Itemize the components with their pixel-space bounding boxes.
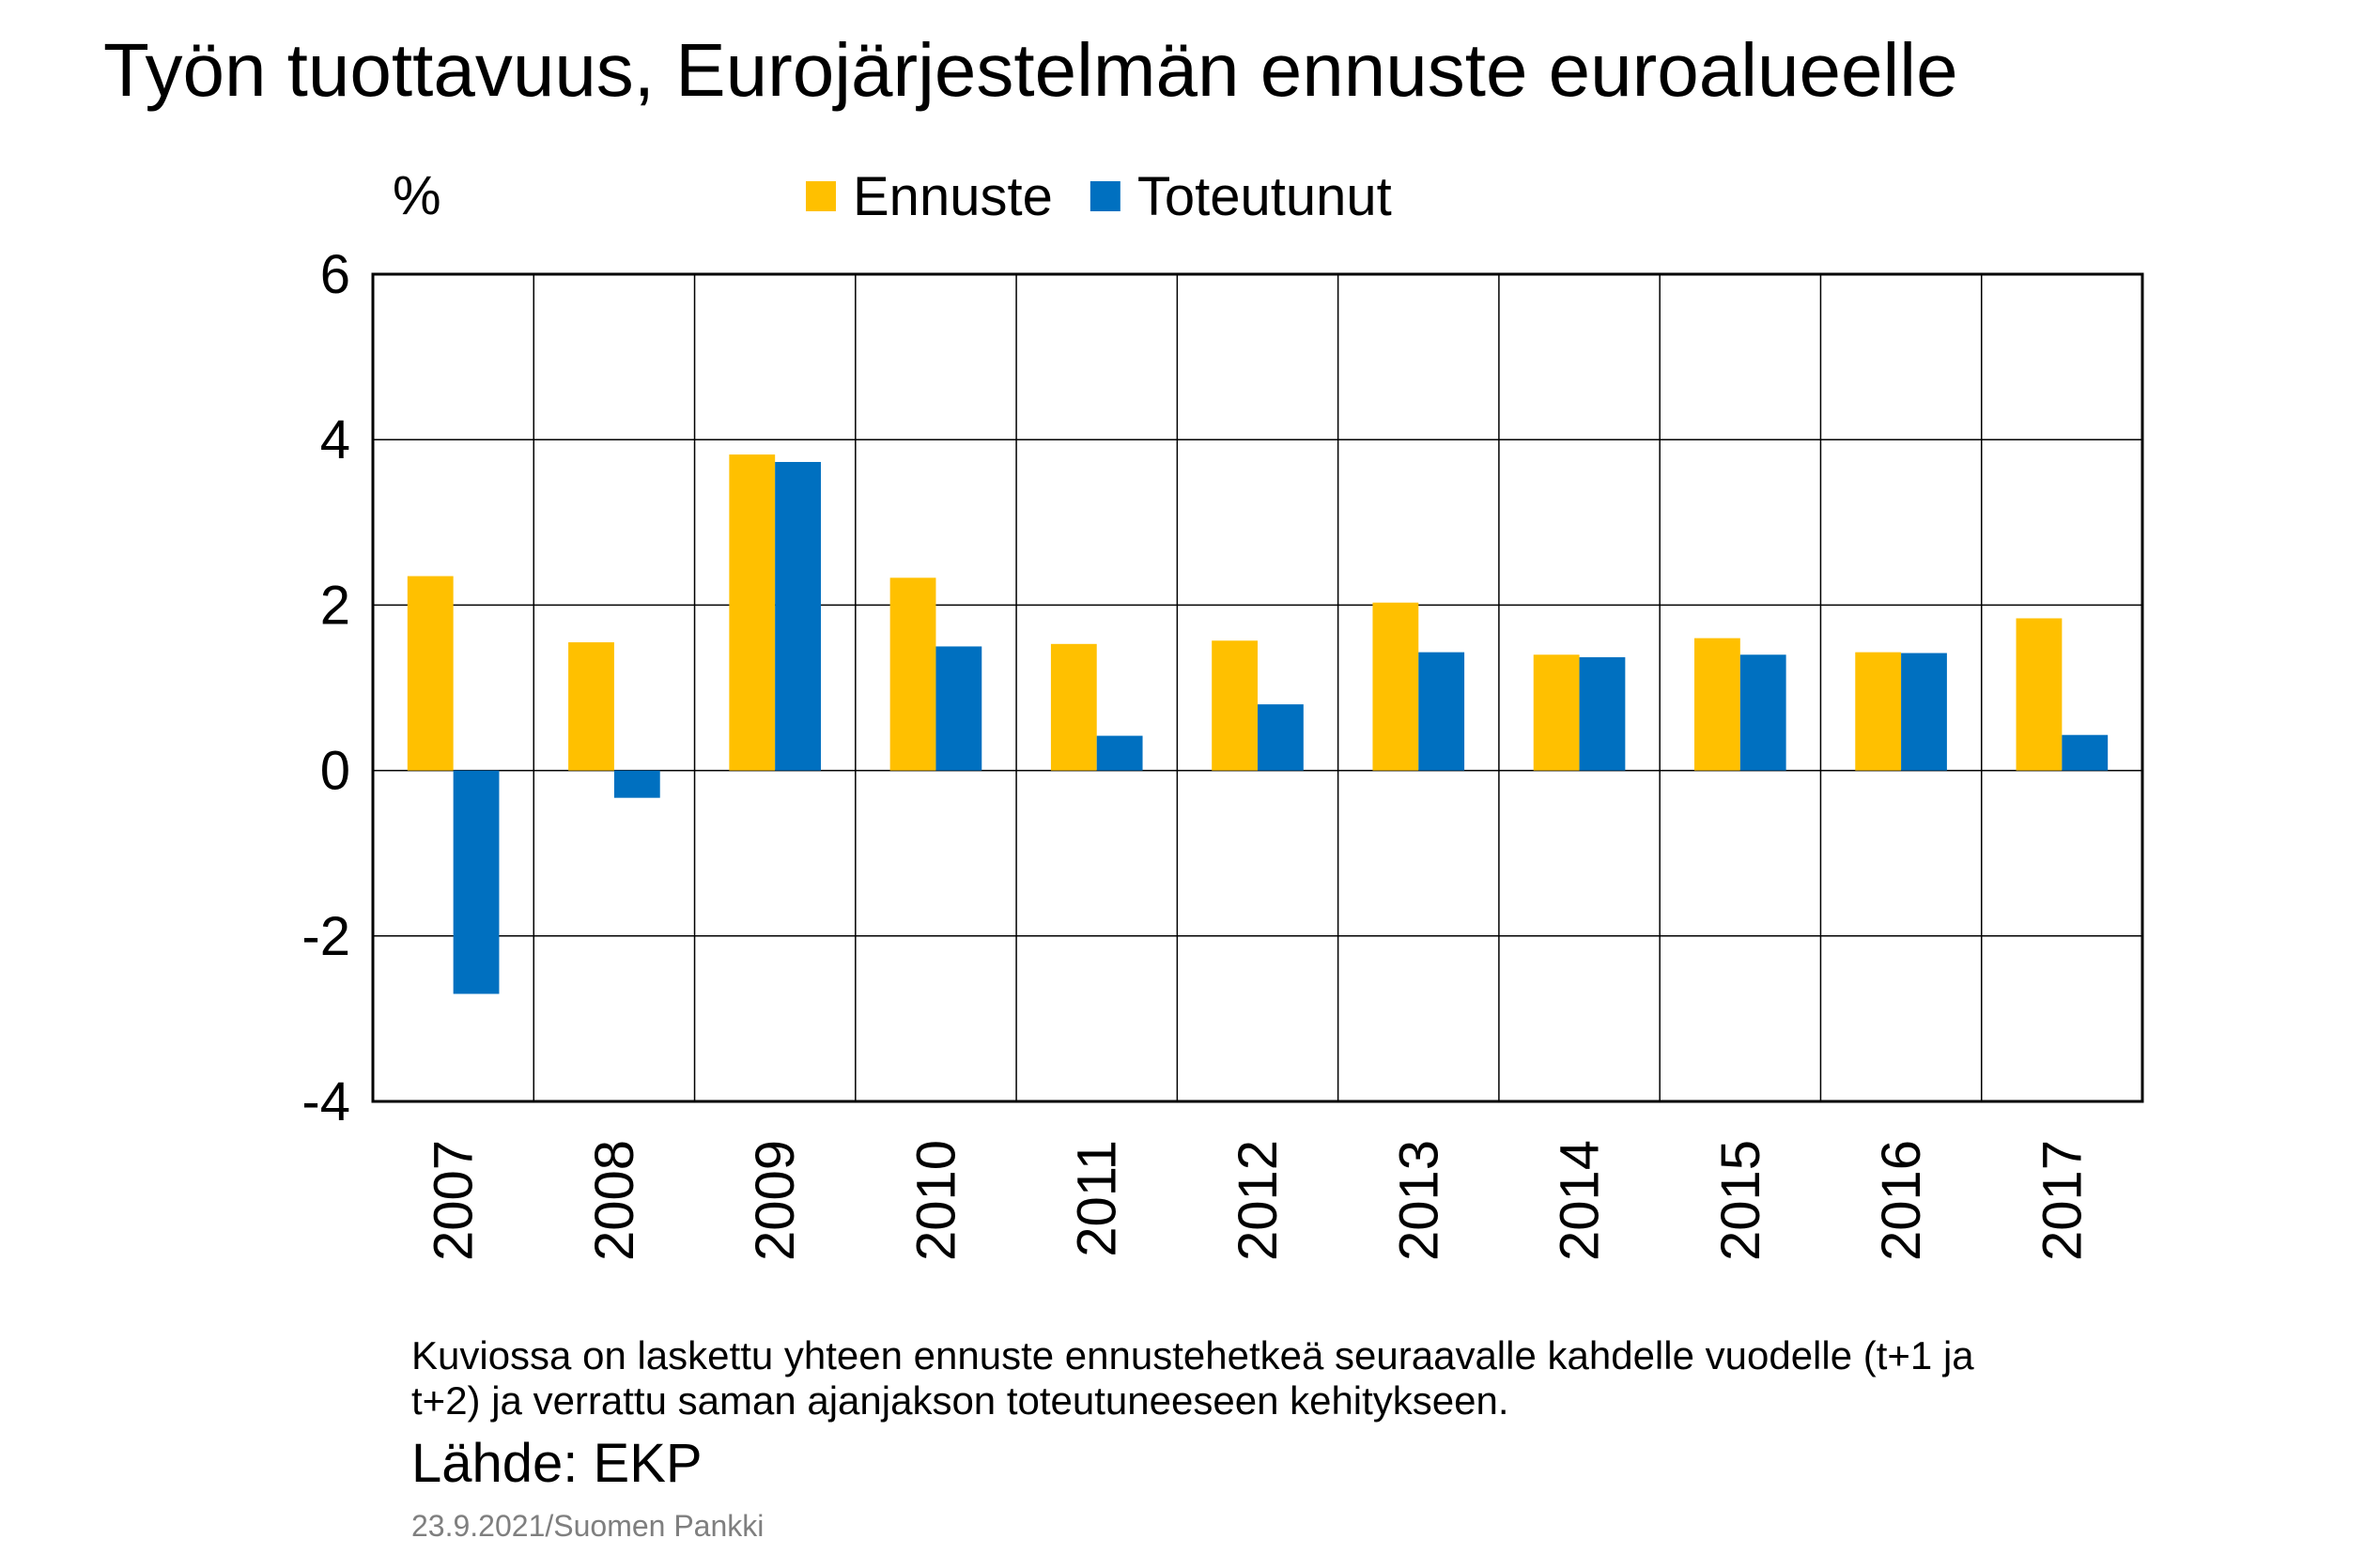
- x-tick-label: 2016: [1871, 1140, 1932, 1261]
- y-axis-label: %: [393, 165, 441, 226]
- legend-label: Toteutunut: [1137, 166, 1392, 227]
- x-tick-label: 2009: [745, 1140, 806, 1261]
- bar: [407, 576, 454, 771]
- bar: [613, 770, 660, 798]
- x-tick-label: 2012: [1228, 1140, 1289, 1261]
- bar: [1739, 654, 1786, 771]
- bar: [1694, 638, 1740, 771]
- bar: [1096, 735, 1143, 771]
- bar: [775, 461, 821, 771]
- bar: [2016, 618, 2063, 771]
- plot-frame: [371, 272, 2144, 1103]
- bar: [1418, 652, 1465, 771]
- x-tick-label: 2013: [1388, 1140, 1449, 1261]
- bar: [1901, 653, 1947, 771]
- bar: [889, 577, 936, 771]
- footer: 23.9.2021/Suomen Pankki: [411, 1509, 764, 1543]
- legend-swatch: [1090, 181, 1120, 211]
- x-tick-label: 2007: [424, 1140, 485, 1261]
- bar: [2062, 734, 2109, 771]
- bar: [1533, 654, 1580, 771]
- bar: [1372, 602, 1419, 771]
- bar: [1579, 656, 1626, 771]
- bar: [1212, 640, 1258, 771]
- note: Kuviossa on laskettu yhteen ennuste ennu…: [411, 1333, 1974, 1377]
- y-tick-label: -2: [301, 906, 350, 967]
- x-tick-label: 2010: [905, 1140, 966, 1261]
- bar: [568, 642, 614, 771]
- x-tick-label: 2017: [2032, 1140, 2093, 1261]
- x-tick-label: 2014: [1550, 1140, 1611, 1261]
- x-tick-label: 2015: [1710, 1140, 1771, 1261]
- y-tick-label: 4: [320, 409, 350, 470]
- y-tick-label: 0: [320, 741, 350, 802]
- bar: [1855, 652, 1902, 771]
- chart-title: Työn tuottavuus, Eurojärjestelmän ennust…: [103, 28, 1958, 112]
- legend-label: Ennuste: [853, 166, 1053, 227]
- note: t+2) ja verrattu saman ajanjakson toteut…: [411, 1378, 1509, 1423]
- bar: [729, 454, 776, 771]
- bar: [1050, 643, 1097, 771]
- y-tick-label: -4: [301, 1071, 350, 1132]
- bar: [935, 646, 982, 771]
- x-tick-label: 2011: [1067, 1140, 1128, 1257]
- y-tick-label: 2: [320, 575, 350, 636]
- bar: [1258, 704, 1304, 771]
- y-tick-label: 6: [320, 244, 350, 305]
- legend-swatch: [806, 181, 836, 211]
- source: Lähde: EKP: [411, 1433, 703, 1494]
- x-tick-label: 2008: [584, 1140, 645, 1261]
- bar: [453, 770, 500, 994]
